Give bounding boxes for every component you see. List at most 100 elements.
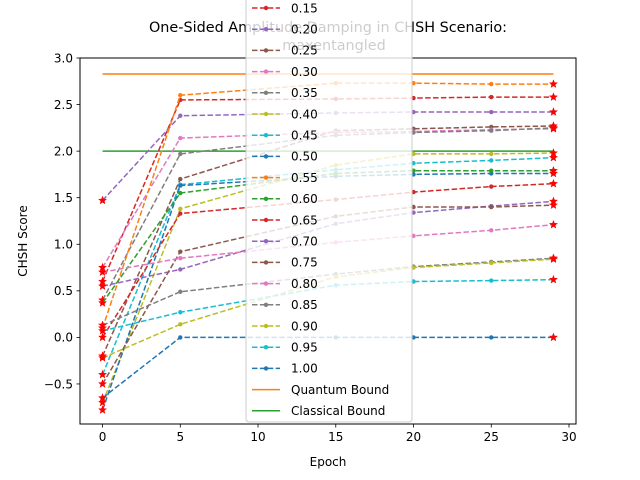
data-point bbox=[489, 128, 494, 133]
legend-entry: 0.60 bbox=[252, 192, 318, 206]
x-tick-label: 20 bbox=[406, 430, 421, 444]
y-tick-label: 2.5 bbox=[54, 98, 73, 112]
legend-entry: 0.50 bbox=[252, 150, 318, 164]
y-axis: −0.5 0.0 0.5 1.0 1.5 2.0 2.5 3.0 bbox=[44, 51, 80, 391]
legend-entry: 0.95 bbox=[252, 341, 318, 355]
star-marker bbox=[548, 92, 559, 102]
star-marker bbox=[97, 392, 108, 402]
data-point bbox=[489, 228, 494, 233]
x-tick-label: 10 bbox=[250, 430, 265, 444]
data-point bbox=[178, 206, 183, 212]
legend-entry: 0.35 bbox=[252, 86, 318, 100]
data-point bbox=[489, 184, 494, 189]
legend-entry: 0.30 bbox=[252, 65, 318, 79]
star-marker bbox=[97, 267, 108, 277]
y-axis-label: CHSH Score bbox=[16, 205, 30, 276]
legend-entry: 1.00 bbox=[252, 362, 318, 376]
data-point bbox=[489, 168, 494, 173]
legend-marker bbox=[263, 281, 269, 286]
legend-marker bbox=[263, 90, 269, 96]
legend-label: 1.00 bbox=[291, 362, 318, 376]
data-point bbox=[178, 113, 183, 118]
data-point bbox=[178, 183, 183, 188]
data-point bbox=[178, 289, 183, 294]
y-tick-label: 2.0 bbox=[54, 144, 73, 158]
star-marker bbox=[548, 168, 559, 178]
legend-label: 0.50 bbox=[291, 150, 318, 164]
y-tick-label: −0.5 bbox=[44, 377, 73, 391]
x-tick-label: 30 bbox=[561, 430, 576, 444]
series-line bbox=[101, 152, 554, 403]
legend-label: 0.40 bbox=[291, 107, 318, 121]
legend-entry: 0.25 bbox=[252, 44, 318, 58]
star-marker bbox=[97, 378, 108, 388]
legend-label: 0.30 bbox=[291, 65, 318, 79]
y-tick-label: 1.0 bbox=[54, 238, 73, 252]
star-marker bbox=[97, 332, 108, 342]
x-tick-label: 25 bbox=[484, 430, 499, 444]
star-marker bbox=[548, 79, 559, 89]
series-line bbox=[101, 169, 554, 304]
x-tick-label: 0 bbox=[99, 430, 107, 444]
legend-label: 0.20 bbox=[291, 23, 318, 37]
legend-marker bbox=[263, 175, 269, 180]
data-point bbox=[489, 94, 494, 100]
data-point bbox=[178, 93, 183, 98]
x-axis: 0 5 10 15 20 25 30 bbox=[99, 424, 577, 444]
legend-entry: Quantum Bound bbox=[252, 383, 389, 397]
star-marker bbox=[97, 195, 108, 205]
data-point bbox=[489, 260, 494, 266]
legend-label: 0.95 bbox=[291, 341, 318, 355]
legend-entry: 0.15 bbox=[252, 1, 318, 15]
legend-entry: 0.20 bbox=[252, 23, 318, 37]
data-point bbox=[489, 81, 494, 87]
legend-marker bbox=[263, 154, 269, 159]
data-point bbox=[178, 211, 183, 216]
star-marker bbox=[548, 219, 559, 229]
legend-marker bbox=[263, 196, 269, 201]
x-tick-label: 15 bbox=[328, 430, 343, 444]
legend-marker bbox=[263, 302, 269, 307]
data-point bbox=[489, 158, 494, 163]
legend-entry: 0.45 bbox=[252, 129, 318, 143]
data-point bbox=[489, 278, 494, 283]
legend-marker bbox=[263, 5, 269, 11]
star-marker bbox=[548, 274, 559, 284]
legend-label: 0.65 bbox=[291, 213, 318, 227]
y-tick-label: 1.5 bbox=[54, 191, 73, 205]
star-marker bbox=[548, 178, 559, 188]
legend-entry: 0.90 bbox=[252, 319, 318, 333]
legend-entry: 0.40 bbox=[252, 107, 318, 121]
legend-entry: Classical Bound bbox=[252, 404, 385, 418]
legend-entry: 0.65 bbox=[252, 213, 318, 227]
legend-entry: 0.85 bbox=[252, 298, 318, 312]
legend-label: 0.90 bbox=[291, 319, 318, 333]
legend: 0.15 0.20 0.25 0.30 0.35 0.40 0.45 0.50 0.55 0.60… bbox=[245, 0, 413, 423]
star-marker bbox=[548, 165, 559, 175]
series-line bbox=[101, 172, 554, 411]
y-tick-label: 0.0 bbox=[54, 331, 73, 345]
data-point bbox=[178, 249, 183, 254]
data-point bbox=[178, 256, 183, 261]
star-marker bbox=[548, 122, 559, 132]
y-tick-label: 3.0 bbox=[54, 51, 73, 65]
legend-marker bbox=[263, 260, 269, 265]
data-point bbox=[178, 310, 183, 315]
data-point bbox=[178, 176, 183, 182]
legend-marker bbox=[263, 239, 269, 244]
legend-label: Quantum Bound bbox=[291, 383, 389, 397]
legend-entry: 0.75 bbox=[252, 256, 318, 270]
data-point bbox=[178, 135, 183, 141]
legend-label: 0.60 bbox=[291, 192, 318, 206]
star-marker bbox=[548, 200, 559, 210]
legend-label: 0.85 bbox=[291, 298, 318, 312]
star-marker bbox=[97, 405, 108, 415]
series-line bbox=[102, 223, 554, 273]
legend-marker bbox=[263, 133, 269, 138]
legend-marker bbox=[263, 27, 269, 32]
data-point bbox=[178, 335, 183, 340]
legend-label: 0.25 bbox=[291, 44, 318, 58]
legend-label: 0.55 bbox=[291, 171, 318, 185]
legend-label: Classical Bound bbox=[291, 404, 385, 418]
